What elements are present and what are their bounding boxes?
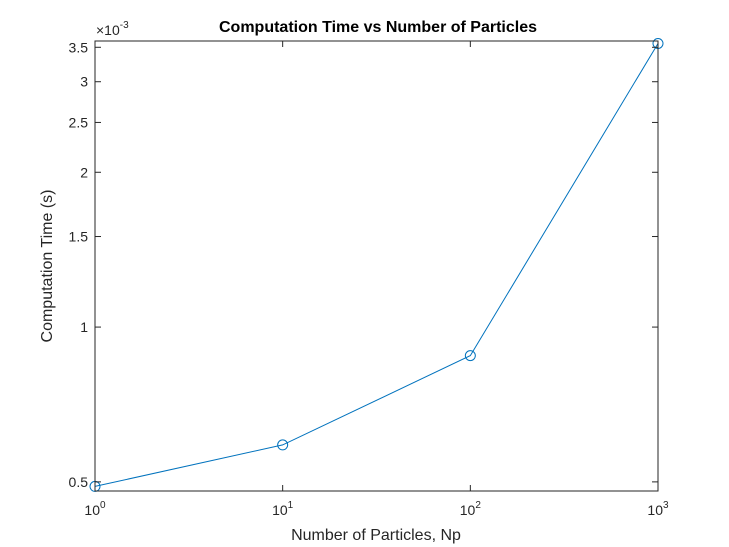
y-axis-label: Computation Time (s)	[39, 190, 56, 343]
x-tick-label-base: 10	[647, 502, 663, 518]
x-axis-label: Number of Particles, Np	[291, 527, 461, 544]
x-tick-label-base: 10	[272, 502, 288, 518]
plot-frame	[94, 40, 659, 492]
series-line	[94, 43, 659, 487]
y-tick-label: 1	[80, 319, 88, 335]
x-tick-label-power: 0	[100, 500, 106, 511]
chart-title: Computation Time vs Number of Particles	[219, 19, 537, 36]
x-tick-label-base: 10	[84, 502, 100, 518]
x-tick-label: 101	[272, 500, 294, 518]
y-tick-label: 2	[80, 164, 88, 180]
y-tick-label: 3.5	[69, 39, 89, 55]
x-tick-label-power: 2	[475, 500, 481, 511]
x-tick-label: 103	[647, 500, 669, 518]
y-tick-label: 1.5	[69, 229, 89, 245]
data-point-marker	[464, 350, 476, 362]
data-point-marker	[277, 439, 289, 451]
y-tick-label: 0.5	[69, 474, 89, 490]
y-tick-label: 3	[80, 74, 88, 90]
y-exponent-power: -3	[120, 20, 129, 31]
x-tick-label: 102	[460, 500, 482, 518]
x-tick-label-power: 1	[288, 500, 294, 511]
x-tick-label-power: 3	[663, 500, 669, 511]
y-tick-label: 2.5	[69, 114, 89, 130]
y-exponent-label: ×10-3	[96, 20, 129, 38]
x-tick-label: 100	[84, 500, 106, 518]
x-tick-label-base: 10	[460, 502, 476, 518]
y-exponent-base: ×10	[96, 22, 120, 38]
